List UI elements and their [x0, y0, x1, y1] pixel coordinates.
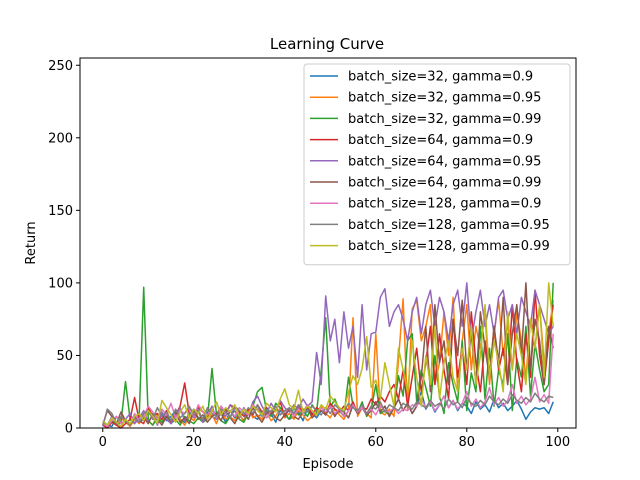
- x-axis-label: Episode: [302, 457, 353, 472]
- series-line-7: [102, 392, 554, 427]
- chart-title: Learning Curve: [270, 35, 384, 53]
- series-line-8: [102, 282, 554, 428]
- series-lines: [102, 282, 554, 429]
- y-tick-label: 200: [48, 131, 73, 146]
- legend-label: batch_size=32, gamma=0.99: [348, 112, 541, 127]
- x-tick-label: 60: [368, 435, 385, 450]
- x-tick-label: 80: [459, 435, 476, 450]
- x-axis-ticks: 0 20 40 60 80 100: [99, 428, 570, 450]
- legend: batch_size=32, gamma=0.9 batch_size=32, g…: [303, 63, 571, 266]
- legend-label: batch_size=128, gamma=0.99: [348, 239, 550, 254]
- legend-label: batch_size=32, gamma=0.95: [348, 91, 541, 106]
- legend-label: batch_size=128, gamma=0.95: [348, 218, 550, 233]
- legend-label: batch_size=64, gamma=0.99: [348, 176, 541, 191]
- legend-label: batch_size=64, gamma=0.9: [348, 133, 533, 148]
- y-tick-label: 50: [56, 349, 73, 364]
- x-tick-label: 40: [276, 435, 293, 450]
- y-tick-label: 250: [48, 59, 73, 74]
- x-tick-label: 100: [545, 435, 570, 450]
- x-tick-label: 20: [185, 435, 202, 450]
- y-axis-ticks: 0 50 100 150 200 250: [48, 59, 80, 437]
- y-axis-label: Return: [24, 221, 39, 264]
- legend-label: batch_size=128, gamma=0.9: [348, 197, 541, 212]
- x-tick-label: 0: [99, 435, 107, 450]
- y-tick-label: 150: [48, 204, 73, 219]
- legend-label: batch_size=64, gamma=0.95: [348, 154, 541, 169]
- plot-frame: [79, 57, 577, 429]
- y-tick-label: 100: [48, 276, 73, 291]
- y-tick-label: 0: [65, 422, 73, 437]
- legend-box: [303, 63, 571, 266]
- legend-label: batch_size=32, gamma=0.9: [348, 70, 533, 85]
